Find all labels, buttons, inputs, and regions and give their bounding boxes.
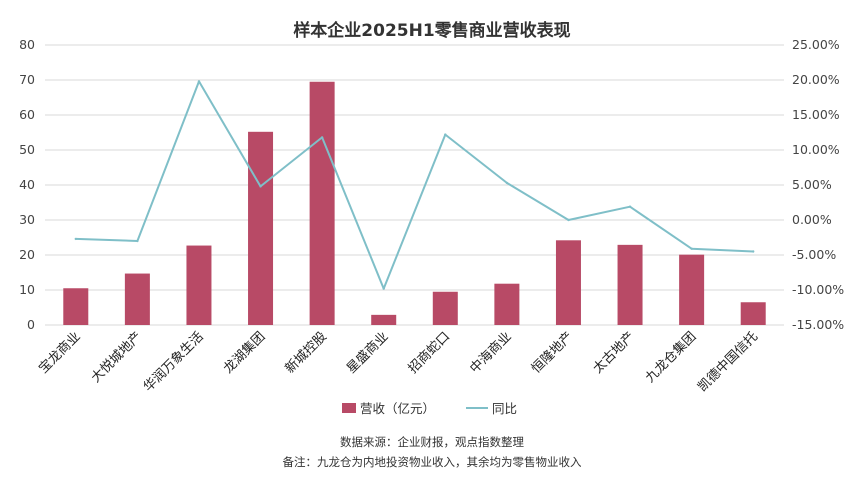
chart-title: 样本企业2025H1零售商业营收表现 [293, 20, 570, 41]
yoy-point [136, 239, 139, 243]
remark-note: 备注：九龙仓为内地投资物业收入，其余均为零售物业收入 [283, 455, 582, 469]
yoy-point [320, 136, 324, 139]
category-label: 太古地产 [590, 329, 637, 376]
legend-line-label: 同比 [492, 401, 517, 416]
right-tick-label: -5.00% [792, 247, 836, 262]
yoy-point [505, 181, 509, 185]
category-label: 招商蛇口 [406, 329, 453, 376]
category-label: 凯德中国信托 [695, 329, 761, 395]
bar [124, 273, 150, 325]
bar [248, 131, 274, 325]
legend: 营收（亿元） 同比 [342, 401, 517, 416]
bar [617, 244, 643, 325]
right-tick-label: 5.00% [792, 177, 832, 192]
yoy-point [74, 237, 77, 241]
yoy-point [444, 133, 447, 136]
bar-series [63, 81, 766, 325]
category-label: 新城控股 [282, 329, 330, 377]
yoy-point [690, 247, 693, 250]
category-label: 华润万象生活 [141, 329, 207, 395]
x-axis-categories: 宝龙商业 大悦城地产华润万象生活 龙湖集团 新城控股 星盛商业 招商蛇口 中海商业 恒隆地产太… [36, 329, 761, 395]
category-label: 龙湖集团 [220, 329, 268, 377]
left-tick-label: 50 [19, 142, 35, 157]
right-tick-label: 20.00% [792, 72, 840, 87]
bar [494, 283, 520, 325]
category-label: 恒隆地产 [529, 329, 576, 376]
right-y-axis: -15.00% -10.00% -5.00% 0.00% 5.00% 10.00% 15.0… [792, 37, 844, 332]
gridlines [45, 44, 784, 326]
yoy-line [75, 80, 754, 290]
category-label: 星盛商业 [344, 329, 391, 376]
bar [555, 240, 581, 325]
right-tick-label: -15.00% [792, 317, 844, 332]
right-tick-label: 0.00% [792, 212, 832, 227]
category-label: 宝龙商业 [36, 329, 83, 376]
left-tick-label: 60 [19, 107, 35, 122]
yoy-point [382, 287, 385, 290]
legend-bar-label: 营收（亿元） [360, 401, 435, 416]
source-note: 数据来源：企业财报，观点指数整理 [340, 435, 524, 449]
bar [740, 302, 766, 325]
category-label: 中海商业 [467, 329, 514, 376]
bar [309, 81, 335, 325]
left-tick-label: 40 [19, 177, 35, 192]
yoy-point [259, 185, 262, 188]
left-tick-label: 0 [27, 317, 35, 332]
bar [432, 291, 458, 325]
bar [186, 245, 212, 325]
yoy-point [567, 218, 570, 222]
left-y-axis: 0 10 20 30 40 50 60 70 80 [19, 37, 35, 332]
left-tick-label: 30 [19, 212, 35, 227]
left-tick-label: 80 [19, 37, 35, 52]
bar [63, 288, 89, 325]
left-tick-label: 10 [19, 282, 35, 297]
yoy-point [197, 80, 201, 83]
left-tick-label: 20 [19, 247, 35, 262]
bar [371, 314, 397, 325]
line-series [74, 80, 755, 290]
yoy-point [628, 205, 632, 208]
right-tick-label: 10.00% [792, 142, 840, 157]
right-tick-label: -10.00% [792, 282, 844, 297]
yoy-point [752, 250, 755, 253]
legend-bar-swatch [342, 403, 356, 413]
category-label: 大悦城地产 [89, 329, 146, 386]
left-tick-label: 70 [19, 72, 35, 87]
right-tick-label: 15.00% [792, 107, 840, 122]
bar [679, 254, 705, 325]
category-label: 九龙仓集团 [642, 329, 699, 386]
right-tick-label: 25.00% [792, 37, 840, 52]
